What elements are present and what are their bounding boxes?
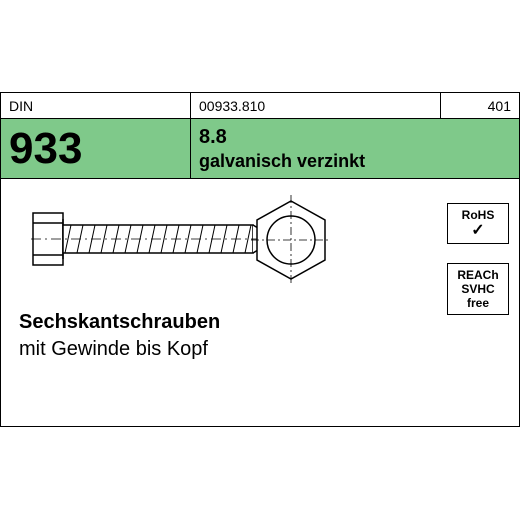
finish: galvanisch verzinkt	[199, 151, 511, 172]
header-row: DIN 00933.810 401	[1, 93, 519, 119]
description-line1: Sechskantschrauben	[19, 309, 220, 336]
code-cell: 401	[441, 93, 519, 118]
rohs-label: RoHS	[450, 209, 506, 223]
standard-number-cell: 933	[1, 119, 191, 178]
standard-label-cell: DIN	[1, 93, 191, 118]
bolt-head-icon	[251, 195, 331, 285]
strength-class: 8.8	[199, 126, 511, 149]
article-number: 00933.810	[199, 98, 265, 114]
spec-card: DIN 00933.810 401 933 8.8 galvanisch ver…	[0, 92, 520, 427]
article-number-cell: 00933.810	[191, 93, 441, 118]
code: 401	[488, 98, 511, 114]
reach-line1: REACh	[450, 269, 506, 283]
rohs-badge: RoHS ✓	[447, 203, 509, 244]
reach-line2: SVHC	[450, 283, 506, 297]
reach-badge: REACh SVHC free	[447, 263, 509, 315]
reach-line3: free	[450, 297, 506, 311]
green-row: 933 8.8 galvanisch verzinkt	[1, 119, 519, 179]
standard-number: 933	[9, 127, 182, 171]
bolt-side-icon	[31, 199, 271, 279]
standard-label: DIN	[9, 98, 33, 114]
description-line2: mit Gewinde bis Kopf	[19, 336, 220, 363]
check-icon: ✓	[450, 223, 506, 239]
description: Sechskantschrauben mit Gewinde bis Kopf	[19, 309, 220, 363]
body-area: Sechskantschrauben mit Gewinde bis Kopf …	[1, 179, 519, 426]
class-finish-cell: 8.8 galvanisch verzinkt	[191, 119, 519, 178]
